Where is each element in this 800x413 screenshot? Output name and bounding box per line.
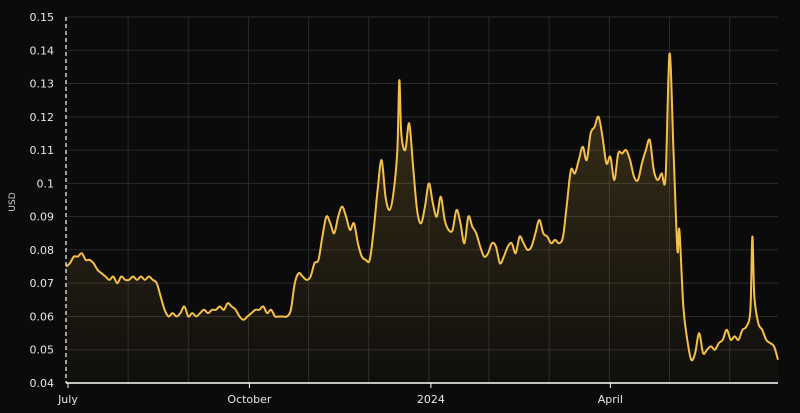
y-tick-label: 0.06 bbox=[30, 310, 55, 323]
y-tick-label: 0.15 bbox=[30, 11, 55, 24]
y-tick-label: 0.1 bbox=[37, 177, 55, 190]
y-tick-label: 0.14 bbox=[30, 44, 55, 57]
y-tick-label: 0.13 bbox=[30, 78, 55, 91]
y-tick-label: 0.05 bbox=[30, 344, 55, 357]
x-axis-ticks: July October 2024 April bbox=[57, 383, 623, 406]
y-tick-label: 0.09 bbox=[30, 211, 55, 224]
y-tick-label: 0.04 bbox=[30, 377, 55, 390]
series-line bbox=[65, 52, 779, 362]
chart-axes bbox=[65, 17, 778, 384]
y-axis-label: USD bbox=[8, 192, 18, 211]
x-tick-label: 2024 bbox=[417, 393, 445, 406]
chart-line-layer bbox=[65, 52, 779, 362]
y-axis-ticks: 0.04 0.05 0.06 0.07 0.08 0.09 0.1 0.11 0.12 0.13 0… bbox=[30, 11, 55, 390]
x-tick-label: July bbox=[57, 393, 78, 406]
y-tick-label: 0.08 bbox=[30, 244, 55, 257]
chart-area-layer bbox=[66, 53, 778, 384]
y-tick-label: 0.07 bbox=[30, 277, 55, 290]
x-tick-label: October bbox=[227, 393, 271, 406]
y-tick-label: 0.12 bbox=[30, 111, 55, 124]
series-area-fill bbox=[66, 53, 778, 384]
x-tick-label: April bbox=[598, 393, 623, 406]
y-tick-label: 0.11 bbox=[30, 144, 55, 157]
